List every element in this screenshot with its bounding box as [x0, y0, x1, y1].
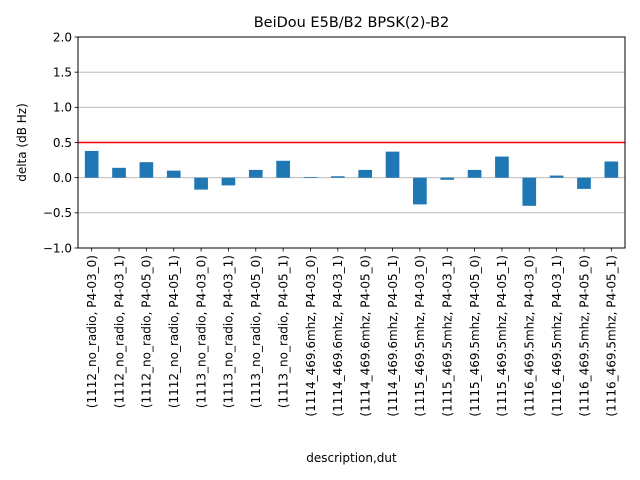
bar	[194, 177, 208, 190]
y-axis-ticks: −1.0 −0.5 0.0 0.5 1.0 1.5 2.0	[43, 30, 78, 255]
bar	[84, 150, 99, 178]
chart-title: BeiDou E5B/B2 BPSK(2)-B2	[254, 15, 450, 31]
x-tick-label: (1115_469.5mhz, P4-03_1)	[441, 255, 455, 417]
bar	[577, 177, 591, 189]
bar	[330, 176, 345, 178]
bar	[440, 177, 455, 180]
bar	[413, 177, 427, 205]
y-tick-label: 0.0	[53, 171, 72, 185]
x-tick-label: (1115_469.5mhz, P4-05_1)	[495, 255, 509, 417]
x-tick-label: (1116_469.5mhz, P4-03_1)	[550, 255, 564, 417]
bar	[604, 161, 619, 178]
bar	[221, 177, 236, 186]
x-axis-label: description,dut	[306, 451, 397, 465]
y-tick-label: 0.5	[53, 136, 72, 150]
x-tick-label: (1115_469.5mhz, P4-03_0)	[413, 255, 427, 417]
x-tick-label: (1115_469.5mhz, P4-05_0)	[468, 255, 482, 417]
x-tick-label: (1116_469.5mhz, P4-05_0)	[577, 255, 591, 417]
x-tick-label: (1113_no_radio, P4-05_0)	[249, 255, 263, 408]
y-tick-label: 2.0	[53, 30, 72, 44]
x-tick-label: (1112_no_radio, P4-05_0)	[140, 255, 154, 408]
y-tick-label: −1.0	[43, 241, 72, 255]
x-tick-label: (1113_no_radio, P4-05_1)	[276, 255, 290, 408]
x-tick-label: (1116_469.5mhz, P4-03_0)	[523, 255, 537, 417]
x-tick-label: (1114_469.6mhz, P4-03_0)	[304, 255, 318, 417]
bar	[112, 167, 126, 178]
bar	[358, 169, 373, 178]
x-tick-label: (1112_no_radio, P4-03_1)	[112, 255, 126, 408]
bar	[467, 169, 482, 178]
x-tick-label: (1116_469.5mhz, P4-05_1)	[605, 255, 619, 417]
x-tick-label: (1114_469.6mhz, P4-03_1)	[331, 255, 345, 417]
bar	[385, 151, 400, 178]
bar	[522, 177, 537, 206]
bar	[248, 169, 263, 178]
bar	[549, 175, 564, 178]
x-axis-ticks: (1112_no_radio, P4-03_0) (1112_no_radio, …	[85, 248, 619, 417]
y-axis-label: delta (dB Hz)	[15, 103, 29, 182]
x-tick-label: (1113_no_radio, P4-03_0)	[194, 255, 208, 408]
x-tick-label: (1112_no_radio, P4-03_0)	[85, 255, 99, 408]
x-tick-label: (1114_469.6mhz, P4-05_1)	[386, 255, 400, 417]
x-tick-label: (1113_no_radio, P4-03_1)	[222, 255, 236, 408]
y-tick-label: 1.5	[53, 65, 72, 79]
bar	[495, 156, 509, 178]
bars	[84, 150, 619, 206]
bar	[303, 176, 318, 178]
y-tick-label: −0.5	[43, 206, 72, 220]
bar	[276, 160, 290, 178]
bar	[139, 162, 154, 178]
y-tick-label: 1.0	[53, 101, 72, 115]
x-tick-label: (1114_469.6mhz, P4-05_0)	[358, 255, 372, 417]
x-tick-label: (1112_no_radio, P4-05_1)	[167, 255, 181, 408]
bar	[166, 170, 181, 178]
